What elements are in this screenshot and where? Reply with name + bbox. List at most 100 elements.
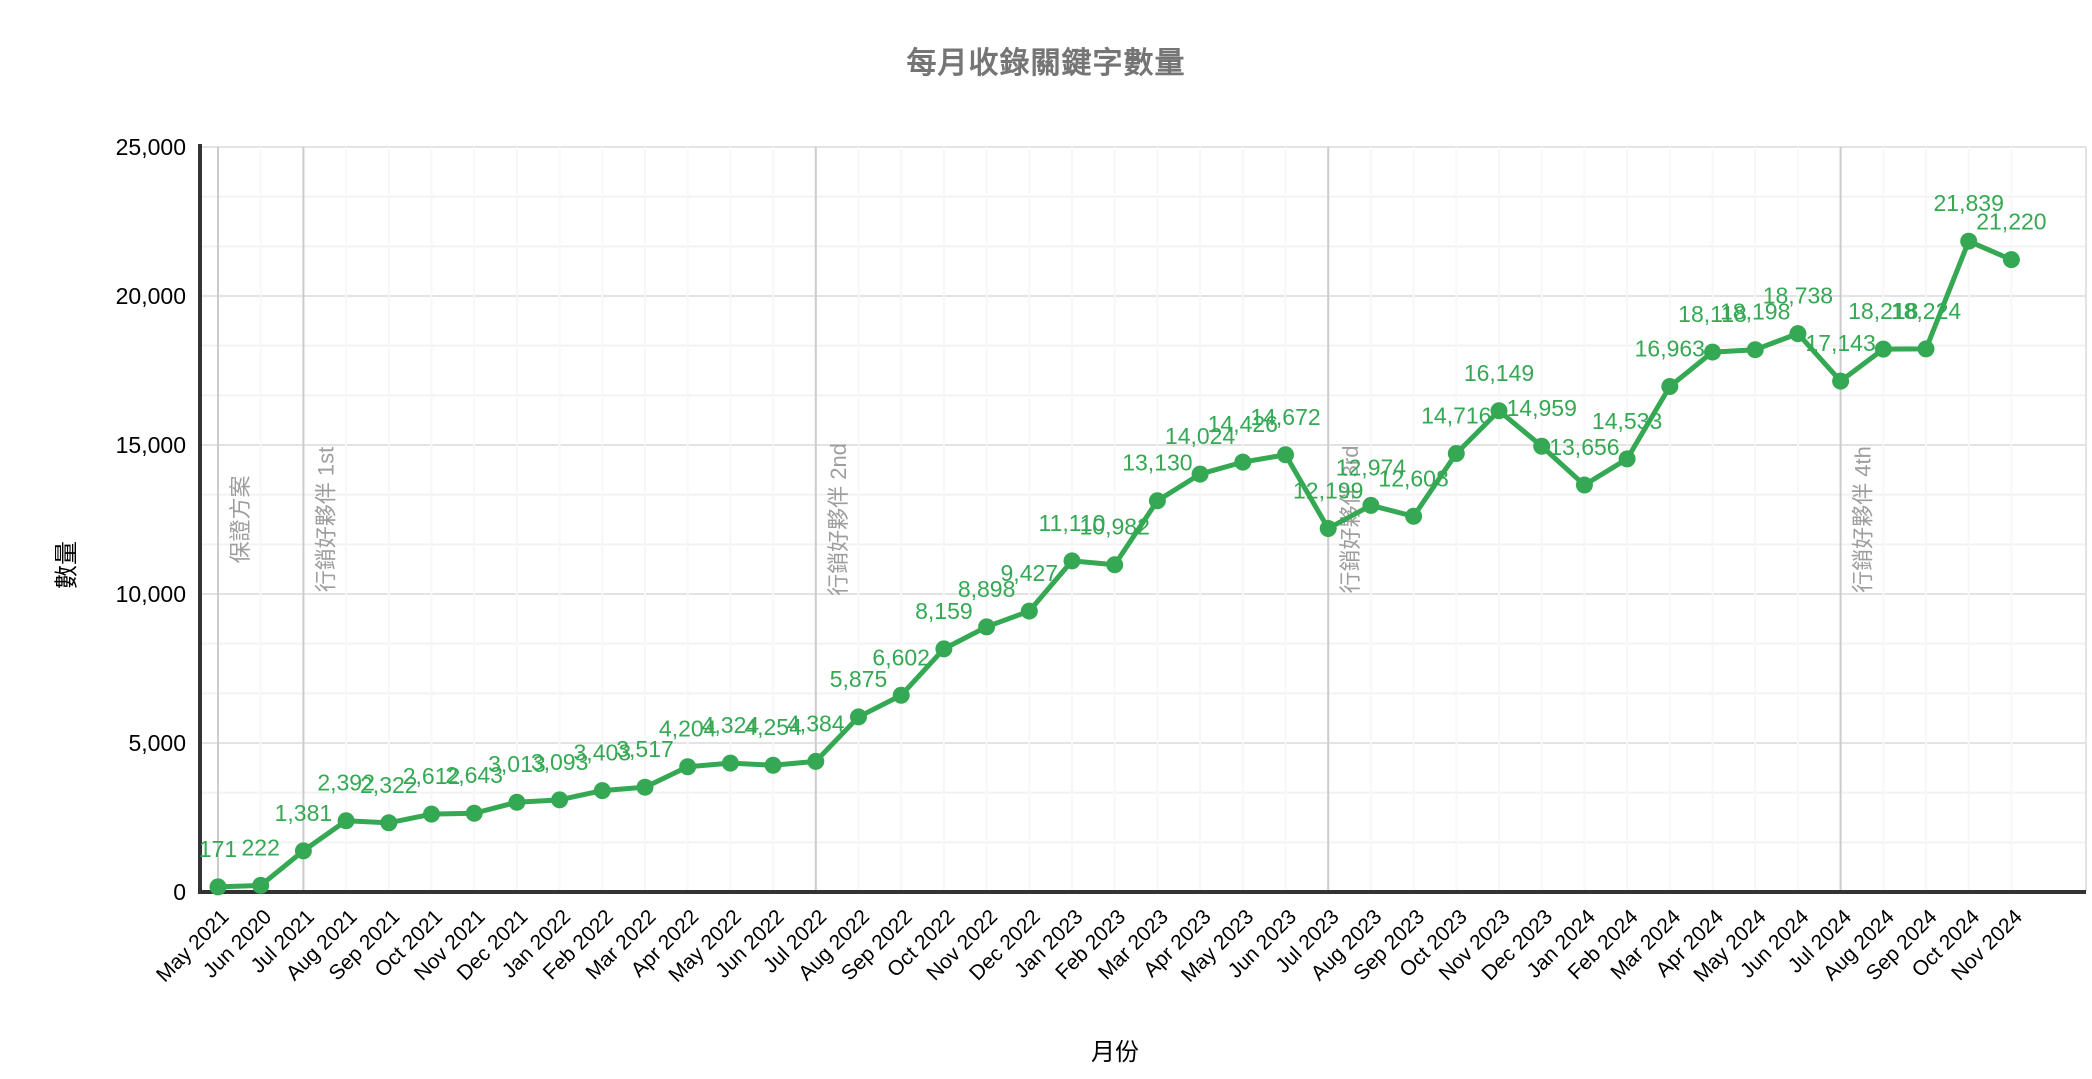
data-point[interactable] [2002, 251, 2020, 269]
data-point-label: 5,875 [830, 666, 888, 692]
data-point[interactable] [508, 793, 526, 811]
data-point[interactable] [1277, 446, 1294, 464]
data-point-label: 12,199 [1293, 477, 1363, 503]
data-point[interactable] [935, 640, 953, 658]
y-tick-label: 25,000 [116, 134, 186, 160]
data-point[interactable] [1917, 340, 1935, 358]
data-point-label: 11,110 [1039, 510, 1106, 536]
data-point[interactable] [551, 791, 569, 809]
data-point[interactable] [1618, 450, 1636, 468]
data-point-label: 18,738 [1763, 283, 1833, 309]
data-point-label: 4,204 [659, 716, 717, 742]
data-point-label: 3,093 [531, 749, 589, 775]
data-point[interactable] [1575, 476, 1593, 494]
data-point-label: 12,974 [1336, 454, 1407, 480]
data-point-label: 2,322 [360, 772, 418, 798]
data-point[interactable] [1661, 378, 1679, 396]
y-tick-label: 20,000 [116, 283, 186, 309]
data-point-label: 171 [199, 836, 237, 862]
y-tick-label: 15,000 [116, 432, 186, 458]
y-tick-label: 5,000 [128, 730, 186, 756]
data-point[interactable] [294, 842, 312, 860]
data-point[interactable] [337, 812, 355, 830]
data-point-label: 18,118 [1678, 301, 1747, 327]
data-point-label: 222 [242, 834, 280, 860]
annotation-label: 行銷好夥伴 2nd [826, 443, 851, 596]
annotation-label: 行銷好夥伴 1st [313, 447, 338, 592]
data-point[interactable] [1832, 372, 1850, 390]
data-point[interactable] [465, 804, 483, 822]
y-tick-label: 0 [173, 879, 186, 905]
data-point[interactable] [1490, 402, 1508, 420]
data-point-label: 2,643 [445, 762, 503, 788]
data-point-label: 16,963 [1635, 336, 1705, 362]
data-point[interactable] [807, 752, 825, 770]
data-point-label: 14,716 [1421, 402, 1491, 428]
data-point-label: 4,254 [744, 714, 802, 740]
data-point-label: 14,533 [1592, 408, 1662, 434]
data-point[interactable] [209, 878, 227, 896]
data-point-label: 2,612 [403, 763, 461, 789]
data-point[interactable] [380, 814, 398, 832]
data-point-label: 18,224 [1891, 298, 1962, 324]
data-point-label: 10,982 [1080, 514, 1150, 540]
data-point-label: 21,220 [1976, 209, 2046, 235]
data-point-label: 18,218 [1848, 298, 1918, 324]
annotation-label: 保證方案 [228, 475, 253, 563]
data-point-label: 8,159 [915, 598, 973, 624]
data-point-label: 13,656 [1549, 434, 1619, 460]
data-point-label: 14,672 [1250, 404, 1320, 430]
data-point-label: 8,898 [958, 576, 1016, 602]
data-point[interactable] [978, 618, 996, 636]
data-point[interactable] [1106, 556, 1124, 574]
data-point[interactable] [1533, 437, 1551, 455]
data-point-label: 14,024 [1165, 423, 1236, 449]
data-point[interactable] [892, 686, 910, 704]
data-point[interactable] [1020, 602, 1038, 620]
data-point[interactable] [593, 782, 611, 800]
data-point-label: 16,149 [1464, 360, 1534, 386]
data-point[interactable] [1362, 496, 1380, 514]
data-point[interactable] [721, 754, 739, 772]
data-point[interactable] [1319, 519, 1337, 537]
data-point-label: 3,013 [488, 751, 546, 777]
data-point-label: 17,143 [1805, 330, 1875, 356]
annotation-label: 行銷好夥伴 4th [1851, 446, 1876, 593]
data-point-label: 2,392 [317, 770, 375, 796]
data-point[interactable] [1789, 325, 1807, 343]
data-point[interactable] [636, 778, 654, 796]
data-point-label: 21,839 [1934, 190, 2004, 216]
data-point-label: 9,427 [1001, 560, 1059, 586]
data-point[interactable] [764, 756, 782, 774]
data-point-label: 18,198 [1720, 299, 1790, 325]
data-point[interactable] [1405, 507, 1423, 525]
data-point-label: 4,324 [702, 712, 760, 738]
data-point[interactable] [1148, 492, 1166, 510]
data-point-label: 1,381 [275, 800, 333, 826]
data-point-label: 4,384 [787, 710, 845, 736]
data-point[interactable] [1746, 341, 1764, 359]
data-point[interactable] [679, 758, 697, 776]
y-axis-title: 數量 [53, 541, 81, 589]
data-point[interactable] [1447, 444, 1465, 462]
data-point[interactable] [1063, 552, 1081, 570]
chart-title: 每月收錄關鍵字數量 [906, 47, 1186, 80]
data-point[interactable] [252, 876, 270, 894]
data-point-label: 13,130 [1122, 450, 1192, 476]
data-point-label: 14,426 [1208, 411, 1278, 437]
data-point[interactable] [1704, 343, 1721, 361]
data-point[interactable] [1191, 465, 1209, 483]
data-point-label: 12,608 [1378, 465, 1448, 491]
data-point[interactable] [1234, 453, 1252, 471]
data-point[interactable] [1960, 232, 1978, 250]
data-point-label: 3,517 [616, 736, 674, 762]
data-point[interactable] [850, 708, 867, 726]
y-tick-label: 10,000 [116, 581, 186, 607]
data-point[interactable] [423, 805, 440, 823]
data-point-label: 14,959 [1507, 395, 1577, 421]
x-axis-title: 月份 [1091, 1039, 1139, 1066]
data-point-label: 6,602 [872, 644, 930, 670]
data-point-label: 3,403 [574, 740, 632, 766]
data-point[interactable] [1874, 340, 1892, 358]
